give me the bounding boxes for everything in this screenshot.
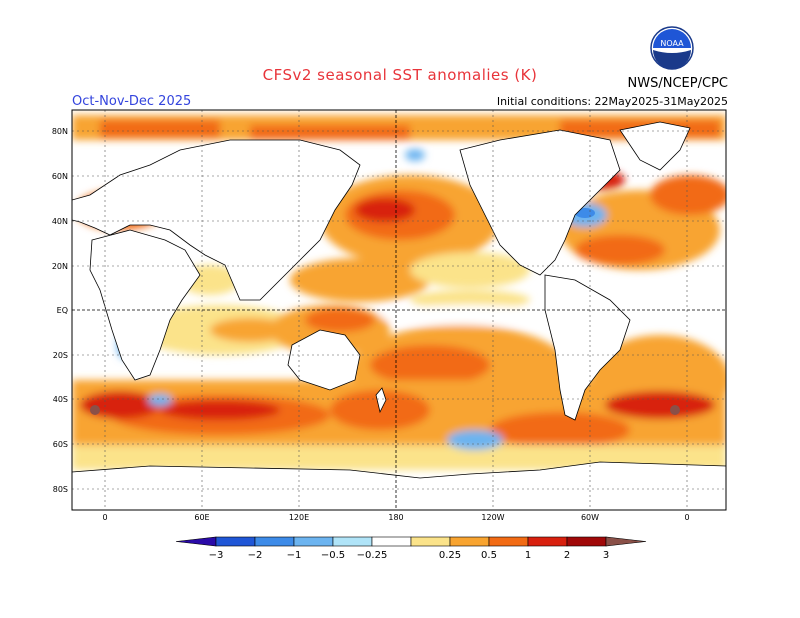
lat-label: 40S (53, 395, 68, 404)
lat-label: 80N (52, 127, 68, 136)
lat-label: 60S (53, 440, 68, 449)
graticule (72, 110, 726, 510)
colorbar-swatch (293, 536, 334, 547)
lon-label: 0 (102, 513, 107, 522)
latitude-labels: 80N 60N 40N 20N EQ 20S 40S 60S 80S (52, 127, 68, 494)
colorbar-swatch (449, 536, 490, 547)
lon-label: 60E (194, 513, 209, 522)
continents (72, 121, 726, 510)
colorbar-label: −1 (287, 550, 302, 561)
season-label: Oct-Nov-Dec 2025 (72, 94, 192, 109)
colorbar-label: −0.5 (321, 550, 345, 561)
colorbar-label: 0.5 (481, 550, 497, 561)
initial-conditions-label: Initial conditions: 22May2025-31May2025 (496, 95, 728, 108)
colorbar-swatch (371, 536, 412, 547)
colorbar-swatch (410, 536, 451, 547)
longitude-labels: 0 60E 120E 180 120W 60W 0 (102, 513, 689, 522)
colorbar-label: −3 (209, 550, 224, 561)
colorbar-swatch (527, 536, 568, 547)
map-frame (71, 109, 727, 511)
lon-label: 60W (581, 513, 599, 522)
colorbar-label: −0.25 (357, 550, 388, 561)
colorbar-label: 3 (603, 550, 609, 561)
lat-label: 80S (53, 485, 68, 494)
noaa-logo-icon: NOAA (650, 26, 694, 70)
lon-label: 120W (481, 513, 504, 522)
lat-label: 60N (52, 172, 68, 181)
colorbar-label: 1 (525, 550, 531, 561)
colorbar-label: 2 (564, 550, 570, 561)
lat-label: 40N (52, 217, 68, 226)
agency-label: NWS/NCEP/CPC (627, 76, 728, 91)
lat-label: 20N (52, 262, 68, 271)
colorbar-swatch (488, 536, 529, 547)
colorbar: −3 −2 −1 −0.5 −0.25 0.25 0.5 1 2 3 (175, 536, 647, 561)
lon-label: 180 (388, 513, 403, 522)
lat-label: 20S (53, 351, 68, 360)
colorbar-right-arrow (605, 536, 647, 547)
colorbar-swatch (332, 536, 373, 547)
logo-text: NOAA (660, 39, 684, 48)
anomaly-field (72, 110, 726, 510)
lon-label: 120E (289, 513, 309, 522)
colorbar-label: −2 (248, 550, 263, 561)
colorbar-left-arrow (175, 536, 217, 547)
lat-label: EQ (57, 306, 68, 315)
colorbar-swatch (566, 536, 607, 547)
colorbar-label: 0.25 (439, 550, 461, 561)
colorbar-swatch (254, 536, 295, 547)
colorbar-swatch (215, 536, 256, 547)
map-title: CFSv2 seasonal SST anomalies (K) (262, 66, 538, 84)
lon-label: 0 (684, 513, 689, 522)
